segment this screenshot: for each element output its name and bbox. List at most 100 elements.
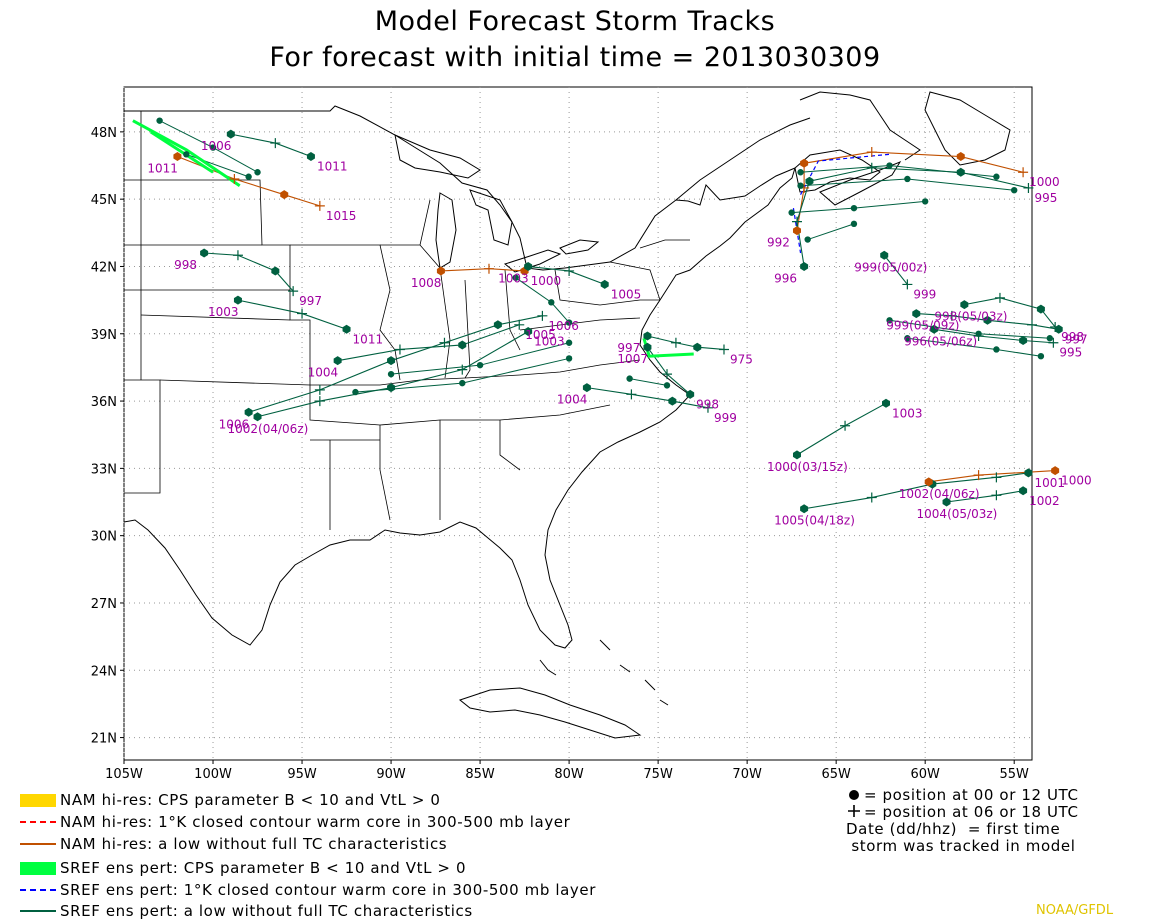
position-00-12-marker — [1036, 304, 1045, 314]
position-00-12-marker — [686, 389, 695, 399]
track-end-label: 995 — [1034, 191, 1057, 205]
storm-track — [964, 297, 1056, 328]
position-06-18-marker — [670, 337, 681, 348]
key-line-tracked: storm was tracked in model — [846, 837, 1076, 855]
position-00-12-marker — [156, 117, 163, 124]
track-end-label: 1015 — [326, 209, 357, 223]
storm-track — [796, 167, 1029, 267]
track-end-label: 997 — [299, 294, 322, 308]
position-00-12-marker — [975, 330, 982, 337]
lat-tick-label: 36N — [91, 395, 117, 410]
legend-item-sref-cps: SREF ens pert: CPS parameter B < 10 and … — [20, 858, 466, 878]
filled-dot-icon — [849, 790, 859, 800]
track-start-label: 1003 — [208, 305, 239, 319]
legend-item-nam-low: NAM hi-res: a low without full TC charac… — [20, 834, 447, 854]
position-06-18-marker — [991, 490, 1002, 501]
st-lawrence — [675, 117, 811, 201]
position-00-12-marker — [1010, 186, 1018, 194]
position-00-12-marker — [1037, 353, 1045, 360]
position-00-12-marker — [493, 320, 502, 330]
position-00-12-marker — [458, 340, 467, 350]
lat-tick-label: 45N — [91, 193, 117, 208]
position-06-18-marker — [991, 472, 1002, 483]
position-06-18-marker — [702, 402, 713, 413]
warm-core-track — [800, 153, 890, 195]
position-00-12-marker — [565, 319, 573, 326]
position-06-18-marker — [314, 384, 325, 395]
legend-swatch — [20, 793, 56, 807]
position-00-12-marker — [788, 209, 795, 216]
track-start-label: 992 — [767, 236, 790, 250]
position-06-18-marker — [902, 279, 913, 290]
position-06-18-marker — [1027, 319, 1037, 330]
position-06-18-marker — [662, 369, 673, 380]
track-start-label: 999(05/00z) — [854, 260, 927, 274]
lat-tick-label: 48N — [91, 126, 117, 141]
lon-tick-label: 100W — [194, 767, 232, 782]
position-06-18-marker — [288, 286, 299, 297]
track-end-label: 999 — [913, 287, 936, 301]
lon-tick-label: 90W — [376, 767, 406, 782]
position-06-18-marker — [946, 310, 957, 321]
storm-track — [796, 402, 887, 456]
position-00-12-marker — [993, 173, 1000, 180]
position-06-18-marker — [791, 216, 802, 227]
track-start-label: 1007 — [617, 352, 648, 366]
storm-track — [800, 165, 997, 178]
legend-label: NAM hi-res: a low without full TC charac… — [60, 835, 448, 853]
lat-tick-label: 21N — [91, 732, 117, 747]
track-start-label: 998 — [174, 258, 197, 272]
legend-label: NAM hi-res: CPS parameter B < 10 and VtL… — [60, 791, 441, 809]
coastlines — [123, 91, 1011, 739]
track-start-label: 1004 — [308, 366, 339, 380]
position-00-12-marker — [565, 355, 573, 362]
track-end-label: 1000 — [1061, 474, 1092, 488]
lon-tick-label: 55W — [999, 767, 1029, 782]
position-00-12-marker — [342, 324, 351, 334]
position-00-12-marker — [548, 299, 555, 306]
position-00-12-marker — [306, 152, 315, 162]
lake-huron — [469, 189, 513, 246]
key-symbols — [848, 790, 860, 817]
track-start-label: 1003 — [498, 271, 529, 285]
position-00-12-marker — [271, 266, 280, 276]
track-start-label: 1005(04/18z) — [774, 514, 855, 528]
track-end-label: 1006 — [548, 319, 579, 333]
track-start-label: 1006 — [219, 417, 250, 431]
position-00-12-marker — [921, 198, 929, 205]
track-start-label: 1002(04/06z) — [899, 487, 980, 501]
position-00-12-marker — [244, 407, 253, 417]
position-00-12-marker — [886, 162, 893, 169]
position-00-12-marker — [643, 331, 652, 341]
storm-track — [204, 252, 294, 292]
lon-tick-label: 105W — [105, 767, 143, 782]
position-06-18-marker — [439, 337, 450, 348]
position-00-12-marker — [912, 309, 921, 319]
position-00-12-marker — [387, 383, 396, 393]
position-00-12-marker — [254, 169, 261, 176]
position-00-12-marker — [904, 175, 911, 183]
storm-track — [586, 387, 709, 409]
track-end-label: 999 — [714, 411, 737, 425]
position-00-12-marker — [600, 279, 609, 289]
legend-swatch — [20, 861, 56, 875]
track-end-label: 1003 — [892, 406, 923, 420]
position-00-12-marker — [663, 382, 671, 389]
lon-tick-label: 65W — [821, 767, 851, 782]
position-00-12-marker — [983, 315, 992, 325]
lon-tick-label: 80W — [554, 767, 584, 782]
position-06-18-marker — [866, 162, 877, 173]
position-00-12-marker — [882, 398, 891, 408]
position-00-12-marker — [387, 370, 395, 378]
track-start-label: 996(05/06z) — [904, 334, 977, 348]
position-00-12-marker — [524, 261, 533, 271]
track-start-label: 1000(03/15z) — [767, 460, 848, 474]
track-end-label: 1001 — [1034, 476, 1065, 490]
lat-tick-label: 42N — [91, 260, 117, 275]
legend-swatch — [20, 889, 56, 891]
position-00-12-marker — [582, 383, 591, 393]
position-06-18-marker — [394, 344, 405, 355]
lake-superior — [394, 134, 481, 179]
lon-tick-label: 60W — [910, 767, 940, 782]
position-06-18-marker — [457, 364, 468, 375]
